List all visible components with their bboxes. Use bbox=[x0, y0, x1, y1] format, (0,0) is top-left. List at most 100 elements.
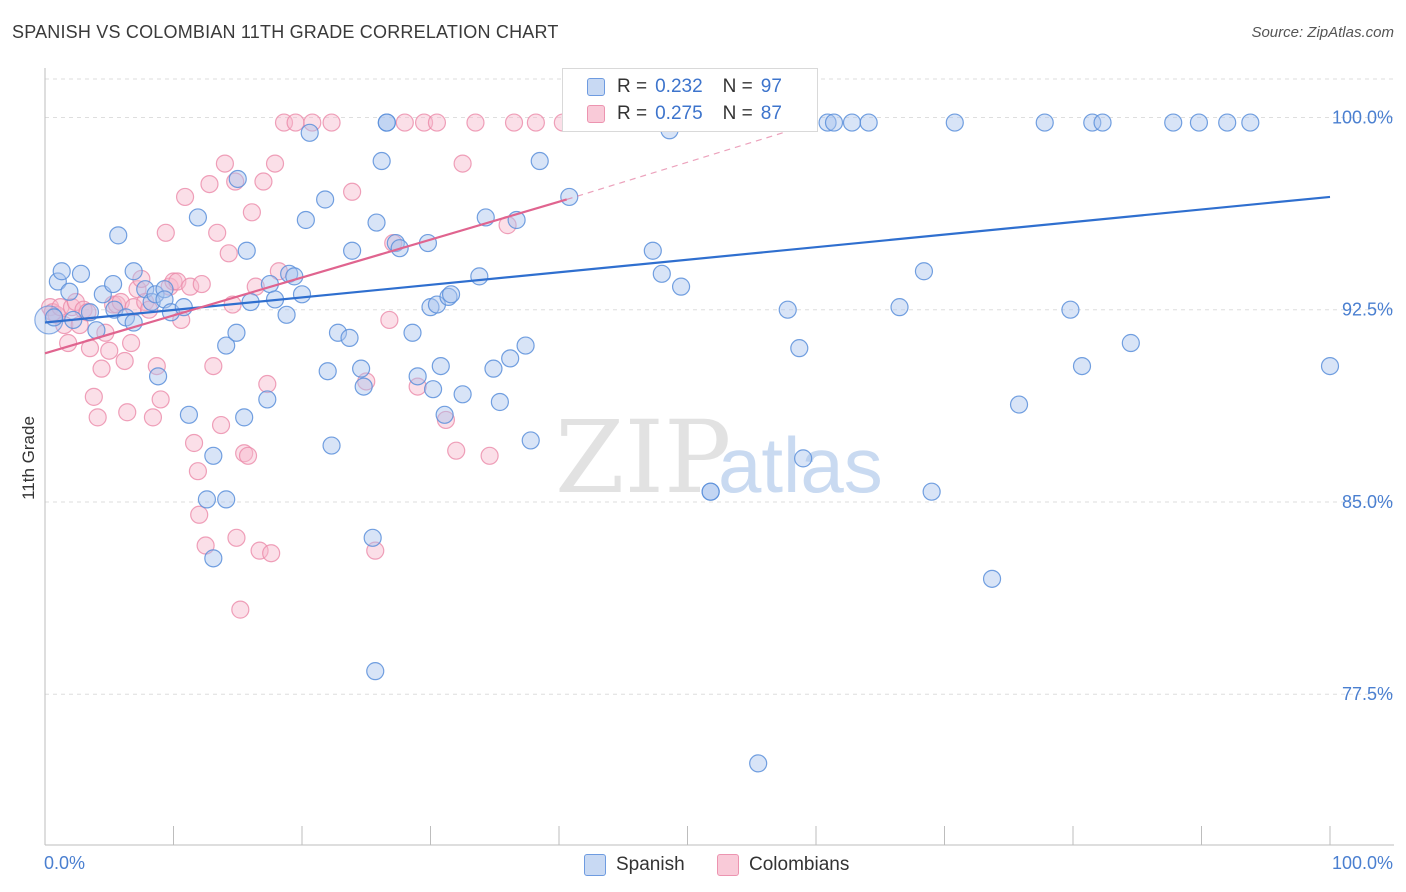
spanish-point bbox=[470, 267, 489, 286]
spanish-point bbox=[1218, 113, 1237, 132]
spanish-point bbox=[237, 241, 256, 260]
trend-lines bbox=[44, 122, 1331, 355]
spanish-point bbox=[197, 490, 217, 509]
colombians-point bbox=[100, 341, 119, 360]
spanish-point bbox=[790, 339, 809, 358]
spanish-point bbox=[260, 274, 279, 294]
spanish-point bbox=[366, 662, 385, 681]
colombians-point bbox=[343, 182, 362, 201]
y-tick-label: 77.5% bbox=[1342, 684, 1393, 704]
spanish-point bbox=[204, 446, 223, 465]
colombians-point bbox=[121, 333, 141, 353]
legend-item-colombians[interactable]: Colombians bbox=[717, 852, 849, 878]
legend-n-value: 97 bbox=[760, 76, 782, 97]
spanish-point bbox=[343, 241, 362, 260]
colombians-point bbox=[188, 462, 208, 481]
spanish-point bbox=[48, 272, 67, 291]
spanish-point bbox=[859, 113, 878, 132]
colombians-legend-label: Colombians bbox=[749, 854, 850, 875]
spanish-point bbox=[179, 405, 199, 424]
colombians-point bbox=[84, 387, 103, 406]
colombians-point bbox=[414, 113, 434, 132]
colombians-point bbox=[156, 223, 175, 242]
colombians-trend-line bbox=[44, 198, 568, 355]
spanish-legend-swatch bbox=[584, 854, 606, 876]
spanish-point bbox=[296, 210, 315, 230]
spanish-point bbox=[516, 336, 535, 355]
spanish-point bbox=[235, 408, 254, 427]
colombians-point bbox=[227, 528, 246, 547]
colombians-point bbox=[447, 441, 466, 460]
spanish-point bbox=[818, 113, 837, 132]
spanish-point bbox=[439, 287, 458, 306]
colombians-point bbox=[88, 408, 107, 427]
spanish-point bbox=[292, 285, 312, 304]
colombians-point bbox=[258, 374, 277, 394]
spanish-point bbox=[408, 367, 427, 386]
spanish-trend-line bbox=[44, 195, 1331, 324]
colombians-point bbox=[92, 359, 111, 378]
spanish-point bbox=[318, 362, 337, 381]
spanish-point bbox=[749, 754, 768, 773]
spanish-point bbox=[52, 262, 71, 281]
colombians-point bbox=[208, 223, 227, 242]
y-tick-label: 100.0% bbox=[1332, 107, 1393, 127]
colombians-point bbox=[242, 203, 261, 222]
spanish-point bbox=[363, 528, 382, 547]
spanish-point bbox=[71, 264, 91, 283]
spanish-point bbox=[441, 285, 461, 304]
spanish-point bbox=[328, 323, 348, 342]
colombians-point bbox=[200, 174, 219, 194]
spanish-point bbox=[484, 359, 503, 378]
y-tick-label: 92.5% bbox=[1342, 300, 1393, 320]
colombians-point bbox=[322, 113, 341, 132]
colombians-point bbox=[124, 298, 143, 317]
spanish-point bbox=[652, 264, 671, 283]
spanish-point bbox=[1093, 113, 1112, 132]
spanish-point bbox=[842, 113, 862, 132]
colombians-point bbox=[143, 408, 163, 427]
spanish-point bbox=[352, 359, 371, 378]
spanish-point bbox=[217, 336, 236, 355]
spanish-point bbox=[228, 169, 247, 189]
x-tick-label: 100.0% bbox=[1332, 853, 1393, 873]
spanish-point bbox=[322, 436, 341, 455]
correlation-legend: R = 0.232 N = 97 R = 0.275 N = 87 bbox=[562, 68, 818, 132]
grid-lines bbox=[45, 78, 1394, 695]
spanish-point bbox=[109, 226, 128, 245]
colombians-point bbox=[115, 351, 134, 371]
spanish-point bbox=[148, 367, 168, 386]
spanish-point bbox=[1061, 300, 1080, 319]
legend-r-label: R = bbox=[617, 76, 648, 97]
spanish-point bbox=[1164, 113, 1183, 132]
spanish-legend-label: Spanish bbox=[616, 854, 685, 875]
colombians-points bbox=[41, 113, 620, 619]
spanish-point bbox=[1009, 395, 1029, 414]
colombians-point bbox=[204, 356, 223, 376]
spanish-point bbox=[982, 569, 1002, 588]
axes bbox=[44, 68, 1394, 846]
legend-row-colombians: R = 0.275 N = 87 bbox=[587, 102, 782, 126]
spanish-point bbox=[1189, 113, 1209, 132]
colombians-point bbox=[526, 113, 545, 132]
spanish-point bbox=[354, 377, 373, 396]
spanish-point bbox=[367, 213, 386, 232]
colombians-point bbox=[286, 113, 305, 132]
spanish-point bbox=[146, 285, 165, 304]
colombians-point bbox=[226, 172, 245, 191]
legend-n-label: N = bbox=[722, 103, 753, 124]
spanish-point bbox=[204, 549, 223, 568]
spanish-point bbox=[1072, 356, 1092, 376]
spanish-point bbox=[258, 390, 277, 409]
spanish-point bbox=[377, 113, 396, 132]
legend-item-spanish[interactable]: Spanish bbox=[584, 852, 685, 878]
tick-labels: 77.5% 85.0% 92.5% 100.0% 0.0% 100.0% bbox=[44, 107, 1393, 873]
colombians-point bbox=[408, 377, 427, 396]
y-tick-label: 85.0% bbox=[1342, 492, 1393, 512]
colombians-point bbox=[395, 113, 414, 132]
watermark-atlas: atlas bbox=[718, 421, 883, 509]
watermark-zip: ZIP bbox=[555, 399, 731, 516]
spanish-point bbox=[217, 490, 236, 509]
colombians-point bbox=[504, 113, 524, 132]
